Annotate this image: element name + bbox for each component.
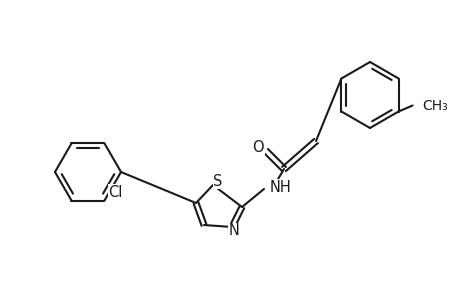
Text: CH₃: CH₃ — [422, 98, 448, 112]
Text: NH: NH — [269, 179, 291, 194]
Text: O: O — [252, 140, 263, 154]
Text: N: N — [228, 224, 239, 238]
Text: S: S — [213, 173, 222, 188]
Text: Cl: Cl — [108, 185, 123, 200]
